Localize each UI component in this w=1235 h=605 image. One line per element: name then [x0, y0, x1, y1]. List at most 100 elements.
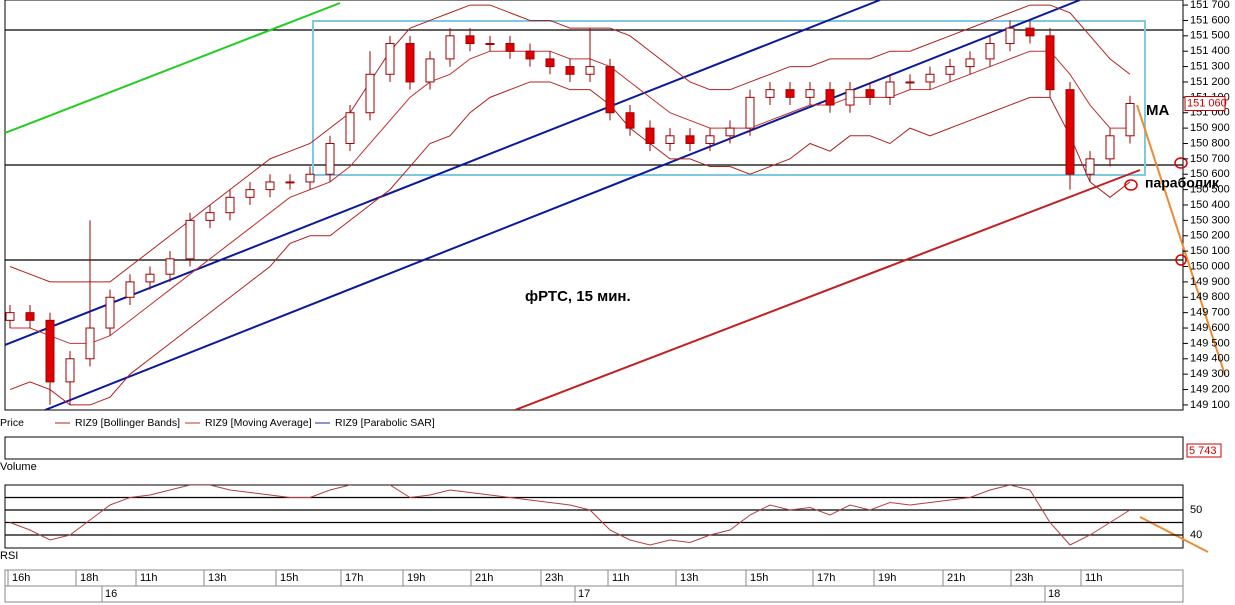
candle-body: [1105, 135, 1115, 160]
candle-body: [865, 89, 875, 98]
rsi-panel: [4, 484, 1184, 549]
candle-body: [105, 296, 115, 329]
y-tick-label: 150 700: [1190, 153, 1230, 165]
y-tick-label: 150 000: [1190, 260, 1230, 272]
candle-body: [285, 181, 295, 184]
time-label: 23h: [1015, 572, 1033, 584]
indicator-line: [9, 81, 1131, 406]
time-label: 18h: [80, 572, 98, 584]
last-price-box: [1184, 95, 1226, 111]
y-tick-label: 150 900: [1190, 122, 1230, 134]
candle-body: [525, 50, 535, 60]
y-tick-label: 149 600: [1190, 322, 1230, 334]
time-label: 13h: [680, 572, 698, 584]
circle: [1175, 254, 1187, 266]
y-tick-label: 151 300: [1190, 60, 1230, 72]
candle-body: [1025, 27, 1035, 37]
candle-body: [425, 58, 435, 83]
candle-body: [85, 327, 95, 360]
y-tick-label: 149 500: [1190, 337, 1230, 349]
candle-body: [585, 66, 595, 75]
candle-body: [745, 96, 755, 129]
candle-body: [545, 58, 555, 68]
candle-body: [705, 135, 715, 144]
candle-body: [405, 43, 415, 83]
candle-body: [445, 35, 455, 60]
candle-body: [365, 73, 375, 114]
candle-body: [685, 135, 695, 144]
volume-last: 5 743: [1189, 445, 1217, 457]
candle-body: [965, 58, 975, 68]
sar-label: параболик: [1145, 175, 1220, 191]
candle-body: [305, 173, 315, 183]
y-tick-label: 150 400: [1190, 199, 1230, 211]
time-label: 15h: [750, 572, 768, 584]
candle-body: [785, 89, 795, 98]
candle-body: [465, 35, 475, 45]
y-tick-label: 150 100: [1190, 245, 1230, 257]
time-label: 11h: [1085, 572, 1103, 584]
rsi-tick-label: 40: [1190, 529, 1202, 541]
drawings: [5, 0, 1183, 410]
date-label: 17: [578, 588, 590, 600]
y-tick-label: 151 700: [1190, 0, 1230, 11]
date-label: 18: [1048, 588, 1060, 600]
candle-body: [225, 196, 235, 214]
candle-body: [645, 127, 655, 144]
y-tick-label: 149 400: [1190, 353, 1230, 365]
candle-body: [125, 281, 135, 298]
rsi-label: RSI: [0, 550, 18, 562]
y-tick-label: 150 800: [1190, 137, 1230, 149]
candle-body: [1125, 102, 1135, 137]
y-tick-label: 151 500: [1190, 30, 1230, 42]
candle-body: [265, 181, 275, 191]
time-label: 11h: [612, 572, 630, 584]
candle-body: [65, 358, 75, 383]
candle-body: [885, 81, 895, 98]
time-label: 11h: [140, 572, 158, 584]
circle: [1174, 157, 1188, 169]
candle-body: [45, 319, 55, 383]
candle-body: [1085, 158, 1095, 175]
indicator-line: [9, 4, 1131, 283]
last-price: 151 060: [1187, 97, 1227, 109]
y-tick-label: 149 800: [1190, 291, 1230, 303]
candle-body: [165, 258, 175, 275]
legend-entry: RIZ9 [Parabolic SAR]: [335, 417, 435, 429]
candle-body: [565, 66, 575, 75]
candle-body: [185, 219, 195, 260]
y-tick-label: 149 200: [1190, 383, 1230, 395]
candle-body: [345, 112, 355, 144]
y-tick-label: 150 200: [1190, 230, 1230, 242]
y-tick-label: 150 300: [1190, 214, 1230, 226]
candle-body: [905, 81, 915, 84]
ma-label: MA: [1146, 102, 1169, 119]
candle-body: [845, 89, 855, 106]
volume-label: Volume: [0, 461, 37, 473]
candle-body: [945, 66, 955, 75]
circle: [1124, 179, 1138, 191]
volume-panel: [4, 436, 1184, 460]
candle-body: [505, 43, 515, 52]
y-tick-label: 150 500: [1190, 184, 1230, 196]
arrow: [1136, 104, 1226, 376]
volume-last-box: [1186, 443, 1222, 458]
time-label: 17h: [817, 572, 835, 584]
y-tick-label: 149 700: [1190, 307, 1230, 319]
candle-body: [145, 273, 155, 283]
y-tick-label: 149 300: [1190, 368, 1230, 380]
plot-frame: [4, 0, 1184, 411]
y-tick-label: 151 200: [1190, 76, 1230, 88]
candle-body: [1045, 35, 1055, 91]
candle-body: [665, 135, 675, 144]
legend-entry: RIZ9 [Bollinger Bands]: [75, 417, 180, 429]
time-label: 17h: [345, 572, 363, 584]
y-tick-label: 151 400: [1190, 45, 1230, 57]
y-tick-label: 149 900: [1190, 276, 1230, 288]
candle-body: [605, 66, 615, 114]
candle-body: [765, 89, 775, 98]
candle-body: [5, 312, 15, 321]
legend-entry: RIZ9 [Moving Average]: [205, 417, 312, 429]
rsi-group: [9, 485, 1131, 546]
time-label: 15h: [280, 572, 298, 584]
